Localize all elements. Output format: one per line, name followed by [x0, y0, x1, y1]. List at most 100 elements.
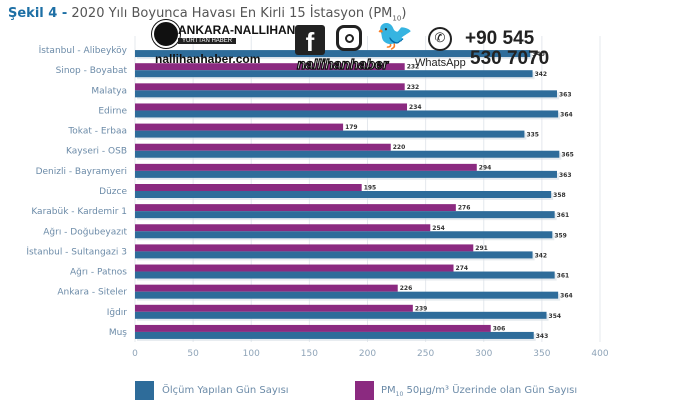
bar-measured — [135, 311, 547, 319]
category-label: Denizli - Bayramyeri — [36, 167, 127, 177]
bar-pm10 — [135, 103, 408, 111]
value-label-measured: 363 — [559, 172, 572, 179]
bar-pm10 — [135, 163, 477, 171]
value-label-measured: 343 — [536, 333, 549, 340]
category-label: İstanbul - Sultangazi 3 — [26, 246, 127, 257]
legend-label-pm10: PM10 50µg/m³ Üzerinde olan Gün Sayısı — [381, 385, 578, 398]
bar-measured — [135, 291, 559, 299]
legend-swatch-pm10 — [355, 381, 374, 400]
bar-measured — [135, 70, 533, 78]
x-tick-label: 150 — [301, 349, 318, 359]
value-label-measured: 335 — [526, 132, 539, 139]
whatsapp-icon: ✆ — [428, 27, 452, 51]
bar-measured — [135, 50, 531, 58]
x-tick-label: 0 — [132, 349, 138, 359]
category-label: Iğdır — [107, 308, 128, 318]
value-label-pm10: 254 — [432, 225, 445, 232]
category-label: Malatya — [91, 86, 127, 96]
x-tick-label: 350 — [533, 349, 550, 359]
value-label-pm10: 294 — [479, 164, 492, 171]
category-label: Sinop - Boyabat — [56, 66, 128, 76]
value-label-pm10: 226 — [400, 285, 413, 292]
bar-pm10 — [135, 264, 454, 272]
value-label-pm10: 306 — [493, 325, 506, 332]
bar-measured — [135, 191, 552, 198]
x-tick-label: 200 — [359, 349, 376, 359]
category-label: İstanbul - Alibeyköy — [39, 45, 128, 56]
bar-measured — [135, 251, 533, 259]
value-label-pm10: 234 — [409, 104, 422, 111]
value-label-pm10: 220 — [393, 144, 406, 151]
value-label-measured: 361 — [557, 212, 570, 219]
value-label-pm10: 232 — [407, 64, 420, 71]
x-tick-label: 300 — [475, 349, 492, 359]
bar-measured — [135, 130, 525, 138]
value-label-pm10: 276 — [458, 205, 471, 212]
watermark-brand: ANKARA-NALLIHAN — [178, 23, 296, 37]
bar-measured — [135, 211, 555, 219]
bar-pm10 — [135, 244, 474, 252]
bar-measured — [135, 331, 534, 339]
bar-measured — [135, 271, 555, 279]
legend-label-measured: Ölçüm Yapılan Gün Sayısı — [162, 385, 289, 396]
value-label-measured: 354 — [549, 313, 562, 320]
bar-pm10 — [135, 324, 491, 332]
bar-pm10 — [135, 224, 431, 232]
facebook-icon: f — [295, 25, 325, 57]
value-label-pm10: 195 — [364, 185, 377, 192]
bar-pm10 — [135, 284, 398, 292]
instagram-icon — [336, 25, 362, 51]
value-label-measured: 342 — [535, 71, 548, 78]
category-label: Düzce — [99, 187, 127, 197]
category-label: Edirne — [98, 106, 127, 116]
watermark-site: nallihanhaber.com — [155, 52, 261, 66]
chart-title: Şekil 4 - 2020 Yılı Boyunca Havası En Ki… — [8, 6, 407, 23]
x-tick-label: 400 — [591, 349, 608, 359]
bar-pm10 — [135, 204, 456, 212]
value-label-measured: 364 — [560, 293, 573, 300]
bar-measured — [135, 150, 560, 158]
twitter-icon: 🐦 — [376, 18, 414, 53]
bar-measured — [135, 170, 557, 178]
category-label: Ağrı - Doğubeyazıt — [43, 227, 127, 237]
watermark-phone-top: +90 545 — [465, 28, 535, 49]
bar-measured — [135, 90, 557, 98]
bar-pm10 — [135, 184, 362, 191]
value-label-pm10: 179 — [345, 124, 358, 131]
value-label-measured: 364 — [560, 111, 573, 118]
category-label: Karabük - Kardemir 1 — [31, 207, 127, 217]
category-label: Muş — [109, 328, 127, 338]
watermark-handle: nallihanhaber — [296, 55, 389, 72]
watermark-phone-bottom: 530 7070 — [470, 48, 550, 69]
watermark-whatsapp-label: WhatsApp — [415, 57, 466, 69]
category-label: Tokat - Erbaa — [67, 127, 127, 137]
value-label-pm10: 274 — [456, 265, 469, 272]
value-label-measured: 358 — [553, 192, 566, 199]
x-tick-label: 50 — [187, 349, 199, 359]
value-label-measured: 365 — [561, 152, 574, 159]
bar-measured — [135, 110, 559, 118]
value-label-measured: 359 — [554, 232, 567, 239]
category-label: Ankara - Siteler — [57, 288, 127, 298]
value-label-pm10: 291 — [475, 245, 488, 252]
x-tick-label: 100 — [243, 349, 260, 359]
category-label: Kayseri - OSB — [66, 147, 127, 157]
category-label: Ağrı - Patnos — [70, 268, 127, 278]
value-label-pm10: 232 — [407, 84, 420, 91]
value-label-measured: 342 — [535, 252, 548, 259]
bar-pm10 — [135, 143, 391, 151]
value-label-measured: 340 — [532, 51, 545, 58]
x-tick-label: 250 — [417, 349, 434, 359]
bar-pm10 — [135, 63, 405, 71]
bar-pm10 — [135, 304, 413, 312]
brand-badge-icon — [152, 20, 180, 48]
value-label-measured: 363 — [559, 91, 572, 98]
legend-swatch-measured — [135, 381, 154, 400]
value-label-pm10: 239 — [415, 305, 428, 312]
bar-pm10 — [135, 83, 405, 91]
bar-measured — [135, 231, 553, 239]
watermark-subtitle: YURTTAN HABER — [178, 38, 237, 44]
bar-pm10 — [135, 123, 344, 131]
value-label-measured: 361 — [557, 273, 570, 280]
